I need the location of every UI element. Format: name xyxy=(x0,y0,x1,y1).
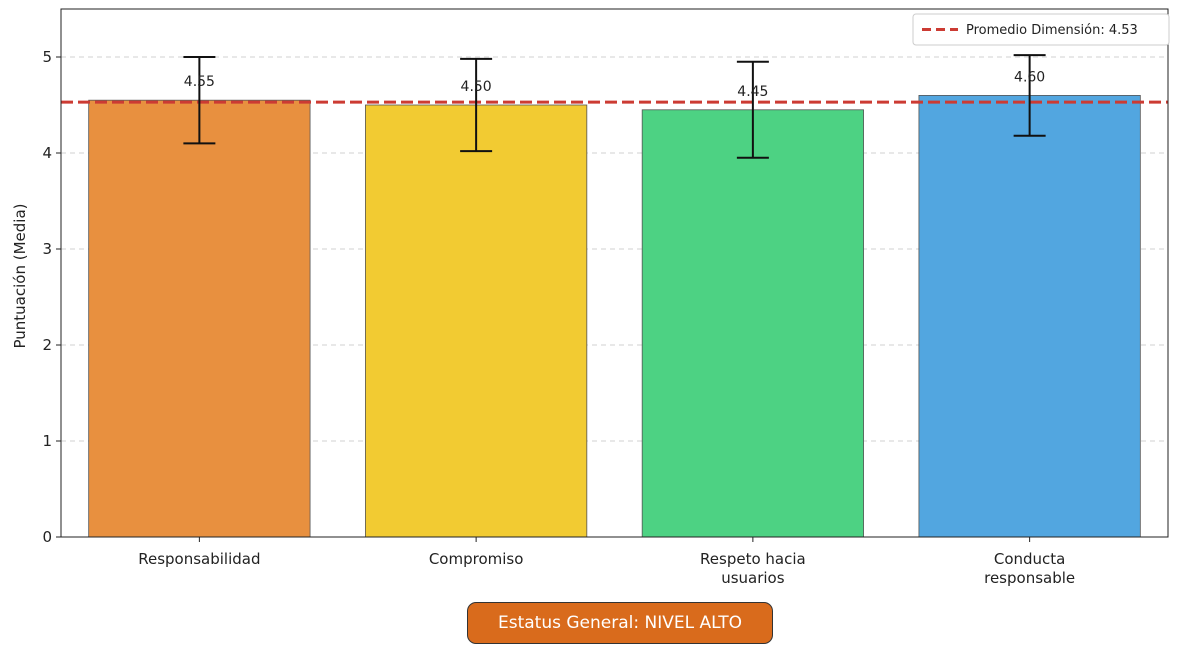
value-label: 4.45 xyxy=(737,84,768,100)
status-badge: Estatus General: NIVEL ALTO xyxy=(467,602,773,644)
y-tick-label: 5 xyxy=(42,48,52,66)
bars xyxy=(88,95,1141,538)
value-label: 4.60 xyxy=(1014,69,1045,85)
y-axis-title: Puntuación (Media) xyxy=(11,204,29,349)
legend: Promedio Dimensión: 4.53 xyxy=(912,13,1170,46)
bar xyxy=(918,95,1141,538)
x-axis-ticks: Responsabilidad Compromiso Respeto haciaus… xyxy=(138,537,1075,587)
y-axis-ticks: 0 1 2 3 4 5 xyxy=(42,48,61,546)
x-tick-label: responsable xyxy=(984,569,1075,587)
legend-label: Promedio Dimensión: 4.53 xyxy=(966,23,1138,38)
x-tick-label: Respeto hacia xyxy=(700,550,806,568)
plot-frame xyxy=(60,8,1169,538)
value-label: 4.50 xyxy=(461,79,492,95)
y-tick-label: 4 xyxy=(42,144,52,162)
x-tick-label: Compromiso xyxy=(429,550,524,568)
y-tick-label: 1 xyxy=(42,432,52,450)
value-label: 4.55 xyxy=(184,74,215,90)
x-tick-label: Responsabilidad xyxy=(138,550,260,568)
y-tick-label: 0 xyxy=(42,528,52,546)
bar-chart: 4.55 4.50 4.45 4.60 0 1 2 3 4 5 Responsabilidad C… xyxy=(11,8,1170,587)
y-tick-label: 2 xyxy=(42,336,52,354)
bar xyxy=(365,104,588,538)
value-labels: 4.55 4.50 4.45 4.60 xyxy=(184,69,1045,99)
y-tick-label: 3 xyxy=(42,240,52,258)
x-tick-label: Conducta xyxy=(994,550,1066,568)
error-bars xyxy=(183,54,1046,159)
legend-box xyxy=(912,13,1170,46)
x-tick-label: usuarios xyxy=(721,569,785,587)
bar xyxy=(641,109,864,538)
bar xyxy=(88,99,311,538)
